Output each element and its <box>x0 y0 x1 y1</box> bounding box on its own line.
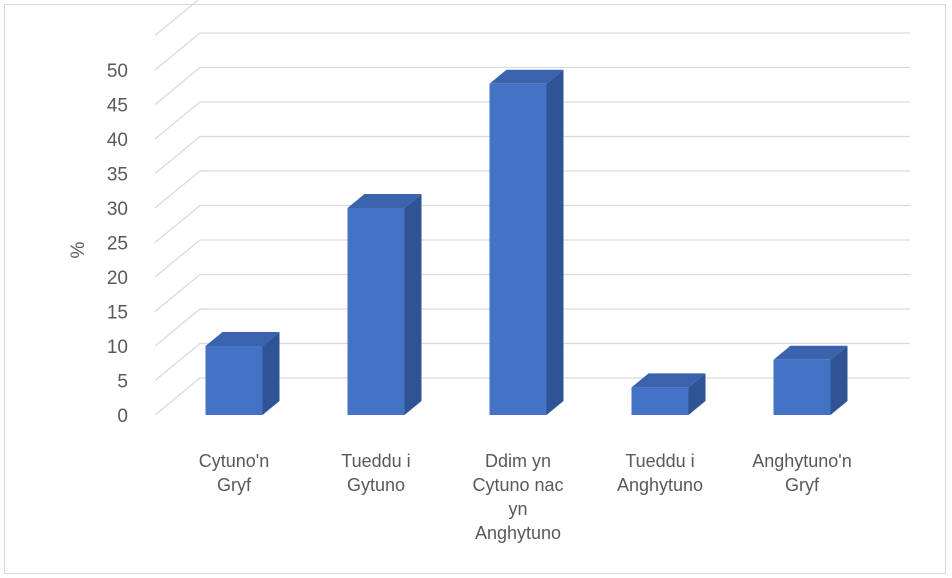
bar-front <box>773 359 831 415</box>
bar-side <box>688 373 706 415</box>
bar <box>347 194 422 415</box>
y-tick-label: 25 <box>107 234 128 255</box>
gridline <box>154 66 910 105</box>
bar-top <box>773 345 848 360</box>
gridline <box>154 308 910 347</box>
y-tick-label: 0 <box>117 406 128 427</box>
gridline <box>154 135 910 174</box>
bar-front <box>631 387 689 415</box>
x-category-label: Tueddu i Anghytuno <box>617 451 703 495</box>
gridline <box>154 342 910 381</box>
x-category-label: Anghytuno'n Gryf <box>752 451 852 495</box>
bar-top <box>205 332 280 346</box>
y-axis-title: % <box>68 241 89 258</box>
bar-front <box>347 208 405 415</box>
x-category-label: Ddim yn Cytuno nac yn Anghytuno <box>472 451 563 543</box>
gridline <box>154 0 200 36</box>
bar <box>489 69 564 416</box>
category-labels: Cytuno'n Gryf Tueddu i Gytuno Ddim yn Cytuno … <box>199 451 852 543</box>
bar <box>631 373 706 415</box>
bar <box>205 332 280 415</box>
bar-side <box>546 69 564 416</box>
gridline <box>154 32 910 71</box>
y-tick-label: 5 <box>117 372 128 393</box>
x-category-label: Cytuno'n Gryf <box>199 451 269 495</box>
bars <box>205 69 848 416</box>
gridline <box>154 204 910 243</box>
y-tick-label: 40 <box>107 130 128 151</box>
x-category-label: Tueddu i Gytuno <box>341 451 410 495</box>
gridline <box>154 239 910 278</box>
gridline <box>154 273 910 312</box>
y-tick-label: 35 <box>107 165 128 186</box>
y-tick-label: 15 <box>107 303 128 324</box>
y-tick-label: 10 <box>107 337 128 358</box>
bar-side <box>404 194 422 415</box>
gridline <box>154 170 910 209</box>
bar-side <box>830 345 848 415</box>
bar-top <box>347 194 422 208</box>
bar-top <box>489 69 564 84</box>
y-axis-ticks: 0 5 10 15 20 25 30 35 40 45 50 <box>107 61 128 427</box>
bar-top <box>631 373 706 388</box>
bar-side <box>262 332 280 415</box>
bar-front <box>205 346 263 415</box>
y-tick-label: 45 <box>107 96 128 117</box>
bar-front <box>489 83 547 416</box>
gridline <box>154 101 910 140</box>
y-tick-label: 30 <box>107 199 128 220</box>
bar <box>773 345 848 415</box>
y-tick-label: 20 <box>107 268 128 289</box>
y-tick-label: 50 <box>107 61 128 82</box>
